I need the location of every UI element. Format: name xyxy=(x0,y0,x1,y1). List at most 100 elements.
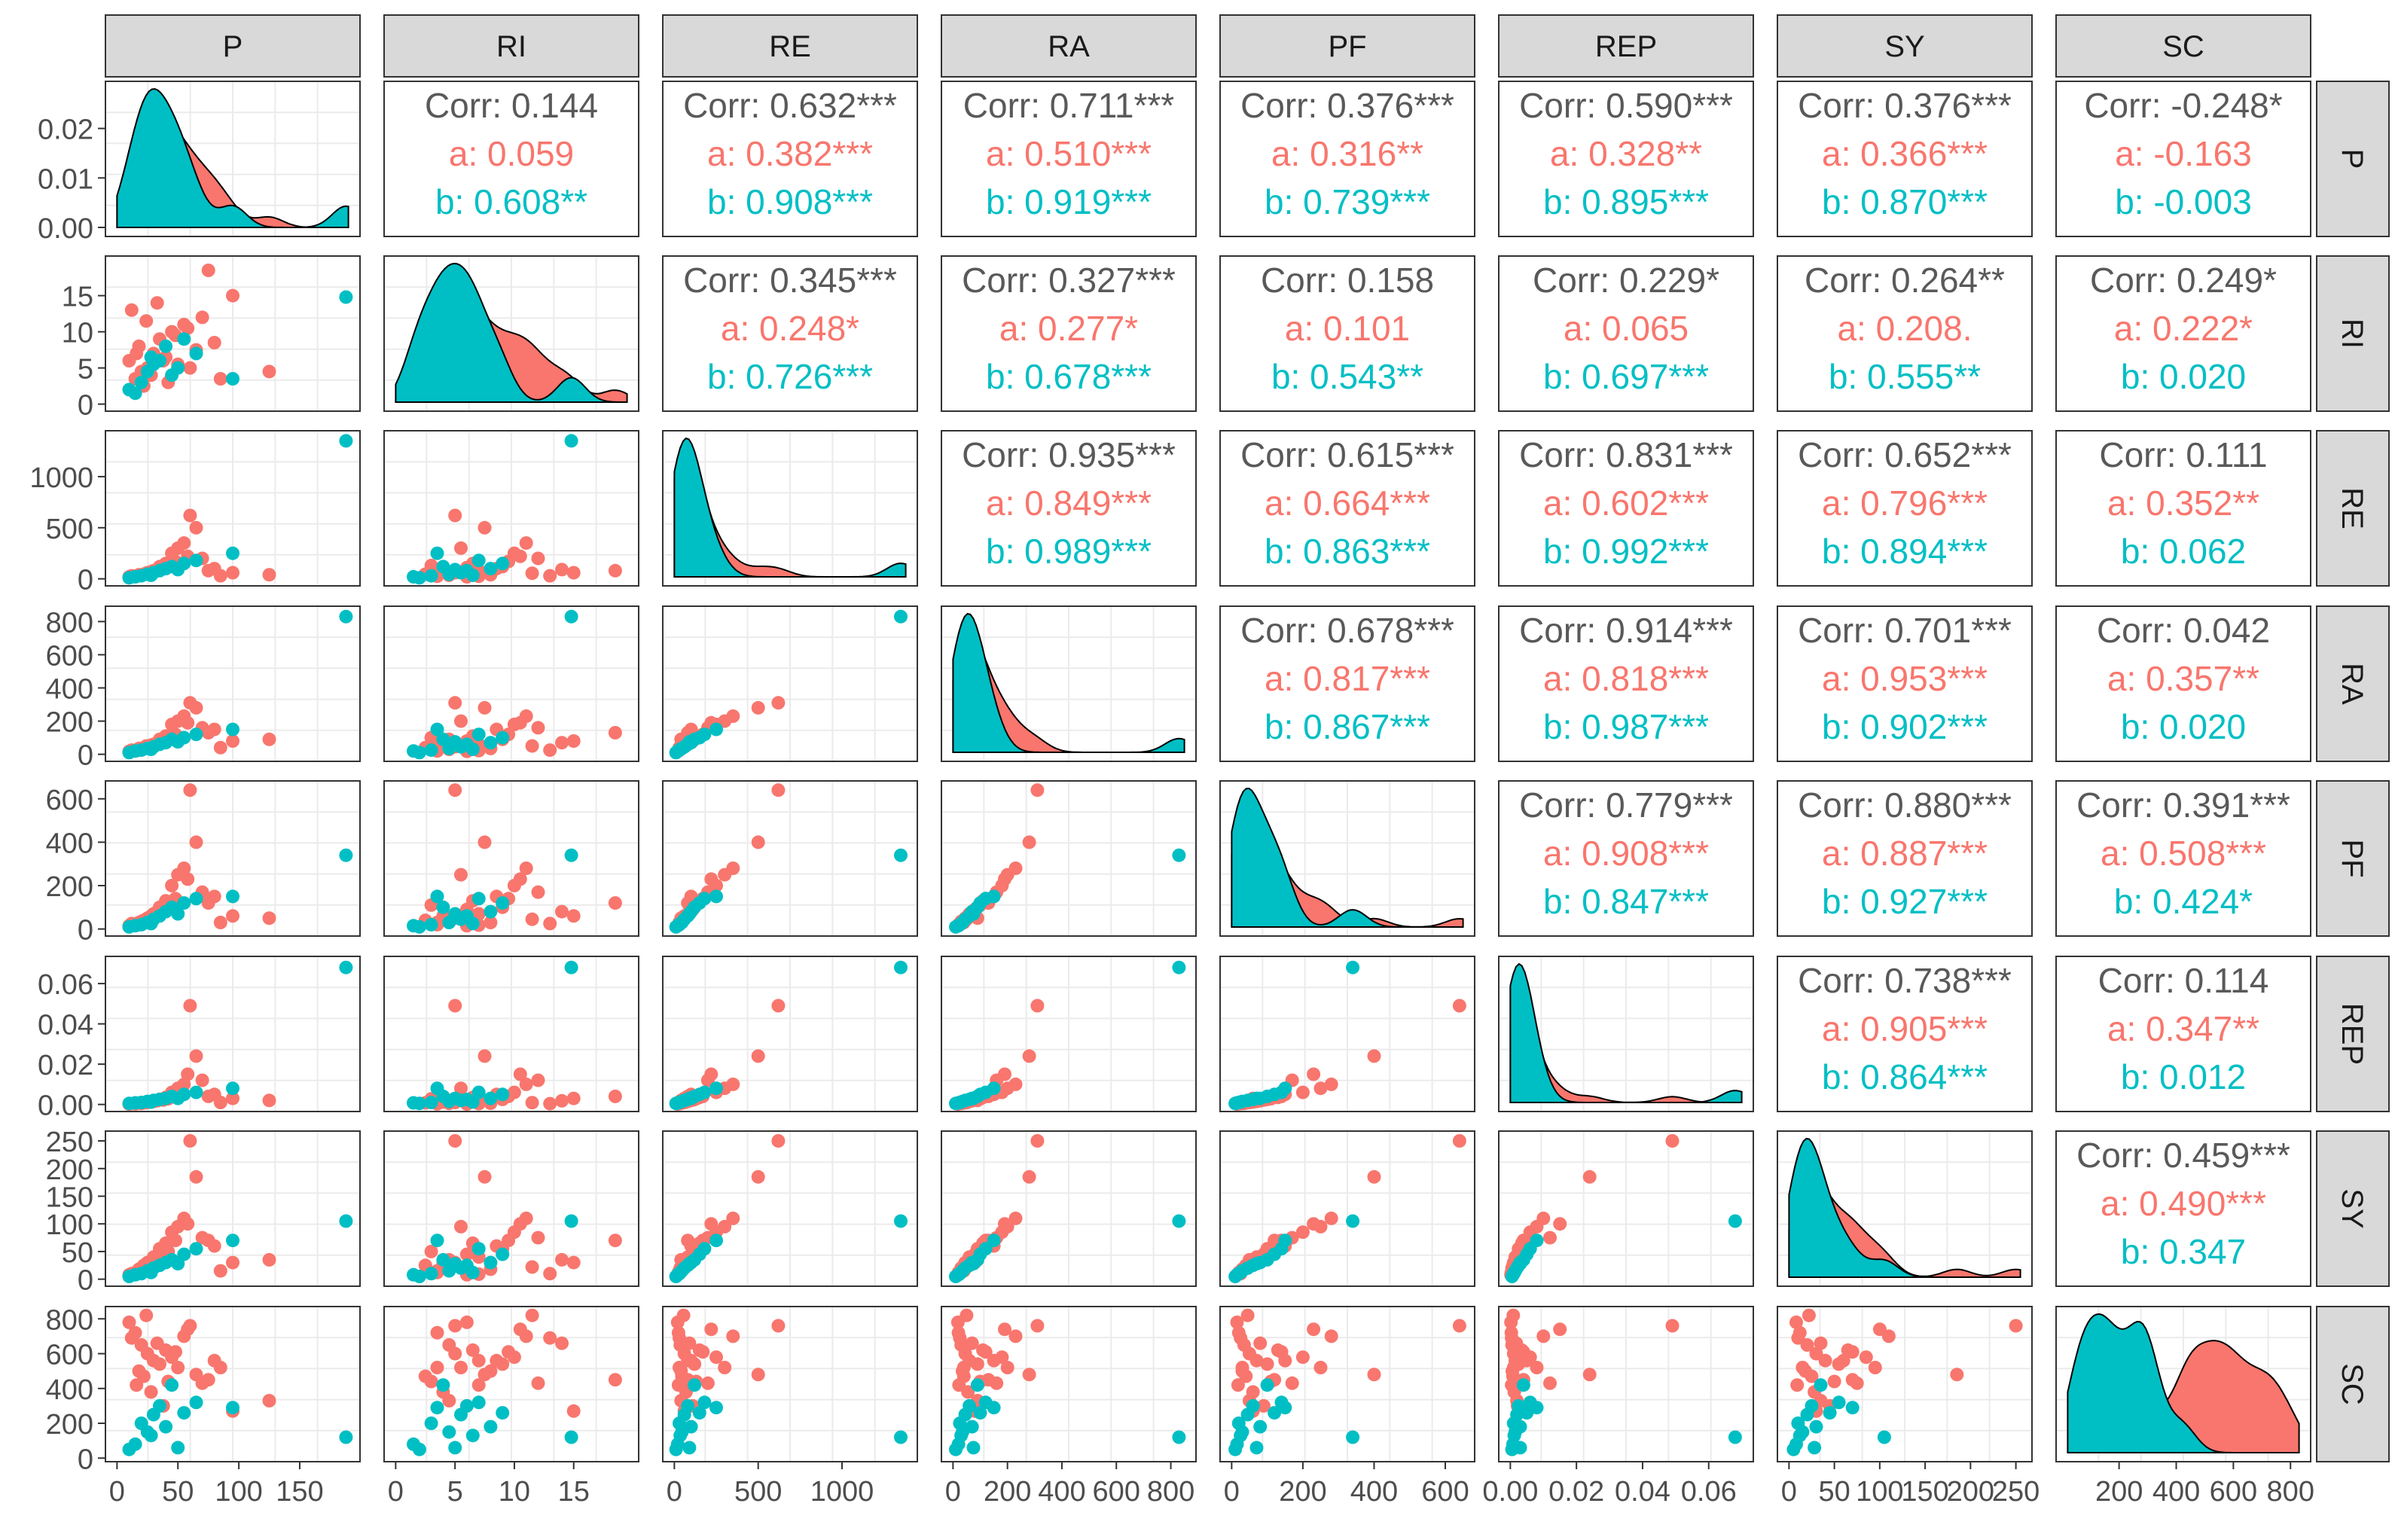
panel-bg xyxy=(384,81,639,236)
panel-border xyxy=(383,255,639,412)
scatter-point-b xyxy=(436,732,450,746)
scatter-point-a xyxy=(1030,1134,1045,1148)
scatter-point-a xyxy=(201,1089,215,1103)
scatter-point-a xyxy=(454,541,468,555)
scatter-point-b xyxy=(171,563,185,577)
scatter-point-b xyxy=(954,1429,969,1443)
scatter-point-a xyxy=(704,1067,718,1081)
scatter-point-b xyxy=(171,361,185,375)
scatter-point-b xyxy=(1260,1378,1274,1392)
strip-top-label-pf: PF xyxy=(1328,30,1366,63)
scatter-point-b xyxy=(484,1420,498,1434)
scatter-point-a xyxy=(448,696,462,710)
scatter-point-b xyxy=(987,1401,1001,1415)
scatter-point-a xyxy=(262,1093,276,1108)
strip-top-pf xyxy=(1219,14,1475,78)
x-tick-label-pf: 400 xyxy=(1350,1476,1398,1508)
scatter-point-b xyxy=(1530,1234,1544,1248)
scatter-point-a xyxy=(201,563,215,578)
scatter-point-a xyxy=(543,916,557,931)
panel-border xyxy=(105,605,361,762)
y-tick-label-sy: 250 xyxy=(46,1127,93,1158)
y-tick-label-pf: 0 xyxy=(78,915,93,947)
scatter-point-a xyxy=(1022,1368,1036,1382)
y-tick-label-sc: 800 xyxy=(46,1304,93,1336)
scatter-point-b xyxy=(448,735,462,749)
scatter-point-b xyxy=(122,1096,136,1111)
scatter-point-a xyxy=(704,1322,718,1337)
panel-border xyxy=(1777,605,2033,762)
panel-pf-ri xyxy=(383,780,639,937)
scatter-point-a xyxy=(262,732,276,746)
scatter-point-b xyxy=(692,1406,706,1420)
scatter-point-a xyxy=(771,999,786,1013)
strip-right-label-rep: REP xyxy=(2336,1003,2369,1065)
strip-top-re xyxy=(662,14,918,78)
scatter-point-a xyxy=(183,1134,197,1148)
panel-border xyxy=(1777,81,2033,237)
panel-rep-sy: Corr: 0.738*** a: 0.905*** b: 0.864*** xyxy=(1777,956,2033,1112)
scatter-point-a xyxy=(555,736,569,750)
panel-border xyxy=(2055,430,2311,587)
panel-sy-sc: Corr: 0.459*** a: 0.490*** b: 0.347 xyxy=(2055,1130,2311,1287)
panel-border xyxy=(2055,605,2311,762)
scatter-point-a xyxy=(970,1357,984,1371)
corr-group-b: b: 0.870*** xyxy=(1822,182,1988,221)
panel-border xyxy=(941,1306,1197,1462)
panel-ra-rep: Corr: 0.914*** a: 0.818*** b: 0.987*** xyxy=(1498,605,1754,762)
corr-group-b: b: 0.987*** xyxy=(1543,707,1709,746)
scatter-point-a xyxy=(525,1096,539,1110)
corr-label: Corr: 0.376*** xyxy=(1240,86,1454,125)
corr-group-b: b: 0.927*** xyxy=(1822,882,1988,921)
scatter-point-a xyxy=(555,904,569,919)
scatter-point-b xyxy=(189,892,203,906)
scatter-point-a xyxy=(262,911,276,926)
panel-bg xyxy=(2056,956,2311,1112)
scatter-point-a xyxy=(477,700,492,715)
scatter-point-a xyxy=(608,896,622,910)
scatter-point-b xyxy=(1268,1406,1282,1420)
scatter-point-a xyxy=(751,1368,765,1382)
scatter-point-a xyxy=(981,1373,996,1387)
panel-bg xyxy=(2056,606,2311,761)
strip-top-p xyxy=(105,14,361,78)
x-tick-label-ri: 5 xyxy=(447,1476,463,1508)
scatter-point-b xyxy=(709,889,723,904)
x-tick-label-ra: 0 xyxy=(945,1476,961,1508)
scatter-point-a xyxy=(1795,1361,1810,1374)
panel-border xyxy=(1498,605,1754,762)
scatter-point-b xyxy=(134,375,148,389)
scatter-point-b xyxy=(496,896,510,910)
panel-bg xyxy=(1220,606,1475,761)
y-tick-label-ra: 200 xyxy=(46,707,93,739)
scatter-point-b xyxy=(465,1429,480,1443)
strip-right-label-sy: SY xyxy=(2336,1188,2369,1228)
scatter-point-b xyxy=(697,1395,712,1410)
scatter-point-b xyxy=(1530,1401,1544,1415)
scatter-point-b xyxy=(189,1395,203,1410)
panel-p-ra: Corr: 0.711*** a: 0.510*** b: 0.919*** xyxy=(941,81,1197,237)
scatter-point-b xyxy=(465,743,480,756)
x-tick-label-sy: 50 xyxy=(1818,1476,1850,1508)
scatter-point-b xyxy=(339,290,353,304)
scatter-point-a xyxy=(956,1361,971,1374)
scatter-point-a xyxy=(124,1331,139,1345)
scatter-point-b xyxy=(484,736,498,750)
scatter-point-b xyxy=(966,907,981,921)
scatter-point-b xyxy=(1278,1401,1292,1415)
corr-group-a: a: 0.664*** xyxy=(1265,483,1430,523)
corr-label: Corr: 0.144 xyxy=(425,86,598,125)
scatter-point-b xyxy=(122,383,136,397)
panel-border xyxy=(941,1130,1197,1287)
x-tick-label-ri: 10 xyxy=(499,1476,530,1508)
scatter-point-a xyxy=(201,264,215,277)
scatter-point-b xyxy=(709,1081,723,1096)
scatter-point-a xyxy=(1791,1331,1805,1345)
x-tick-label-sy: 0 xyxy=(1781,1476,1797,1508)
scatter-point-a xyxy=(555,1336,569,1350)
corr-group-b: b: 0.347 xyxy=(2121,1232,2246,1271)
scatter-point-a xyxy=(139,314,154,328)
scatter-point-b xyxy=(430,722,444,736)
scatter-point-b xyxy=(424,1267,438,1281)
corr-group-b: b: 0.020 xyxy=(2121,707,2246,746)
